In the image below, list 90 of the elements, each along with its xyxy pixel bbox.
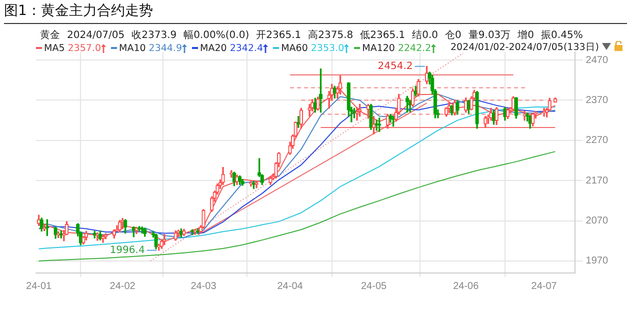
candlestick [316, 96, 320, 111]
annotation: 2353.0 [310, 42, 344, 54]
candlestick [249, 181, 253, 187]
text: 幅0.00%(0.0) [184, 30, 250, 41]
candlestick [238, 175, 242, 185]
candlestick [174, 230, 178, 241]
annotation: 2454.2 [378, 60, 413, 72]
y-tick-label: 2170 [586, 175, 608, 186]
text: 低2365.1 [360, 30, 406, 41]
candlestick [391, 116, 396, 127]
candlestick [522, 110, 526, 121]
candlestick [202, 209, 206, 229]
x-tick-label: 24-02 [110, 280, 136, 292]
candlestick [484, 116, 488, 128]
candlestick [366, 104, 370, 119]
legend-label: MA10 [119, 42, 146, 54]
chart-title: 图1：黄金主力合约走势 [4, 2, 627, 24]
text: 振0.45% [541, 30, 583, 41]
annotation: 2357.0 [68, 42, 101, 54]
candlestick [531, 112, 535, 126]
candlestick [388, 114, 392, 123]
text: 仓0 [445, 30, 462, 41]
candlestick [179, 228, 183, 238]
annotation: 2344.9 [148, 42, 182, 54]
text: 黄金 [40, 30, 60, 41]
text: 增0 [518, 30, 534, 41]
candlestick [230, 170, 234, 178]
text: 2024/07/05 [67, 30, 125, 41]
legend-label: MA5 [44, 42, 65, 54]
text: 收2373.9 [132, 30, 177, 41]
candlestick [143, 228, 147, 237]
candlestick [408, 100, 412, 112]
x-tick-label: 24-06 [453, 280, 480, 292]
candlestick [542, 108, 546, 117]
candlestick [123, 219, 128, 234]
x-tick-label: 24-03 [190, 280, 217, 292]
text: 开2365.1 [256, 30, 302, 41]
y-tick-label: 2470 [586, 54, 608, 66]
candlestick [120, 218, 124, 230]
y-tick-label: 2070 [586, 216, 608, 227]
legend-label: MA60 [281, 42, 308, 54]
candlestick [338, 75, 342, 95]
candlestick [332, 86, 337, 99]
candlestick [318, 68, 323, 113]
x-tick-label: 24-05 [360, 280, 387, 292]
candlestick [386, 114, 390, 129]
legend-label: MA120 [362, 42, 395, 54]
candlestick [268, 176, 272, 185]
candlestick [54, 226, 58, 239]
candlestick [221, 166, 225, 185]
candlestick [182, 228, 186, 236]
text: 量9.03万 [468, 30, 511, 41]
y-tick-label: 1970 [586, 256, 608, 267]
candlestick [374, 120, 378, 131]
candlestick [411, 88, 415, 107]
candlestick [240, 179, 244, 186]
candlestick [118, 220, 122, 232]
candlestick [101, 234, 105, 243]
candlestick [154, 234, 158, 250]
candlestick [506, 108, 510, 120]
candlestick [372, 116, 376, 134]
candlestick [112, 229, 116, 238]
legend-label: MA20 [200, 42, 227, 54]
candlestick [456, 100, 460, 115]
candlestick [414, 86, 418, 97]
y-tick-label: 2370 [586, 94, 608, 106]
candlestick [36, 214, 41, 226]
candlestick [514, 97, 518, 119]
candlestick [355, 107, 359, 121]
x-tick-label: 24-04 [277, 280, 304, 292]
x-tick-label: 24-07 [531, 280, 558, 292]
text: 高2375.8 [308, 30, 354, 41]
candlestick [98, 230, 102, 240]
annotation: 2024/01/02-2024/07/05(133日) [450, 41, 599, 54]
candlestick [369, 104, 373, 130]
annotation: 2342.4 [230, 42, 264, 54]
text: 结0.0 [412, 30, 438, 41]
y-tick-label: 2270 [586, 135, 608, 146]
candlestick [475, 91, 479, 129]
candlestick [140, 226, 144, 234]
candlestick [416, 78, 420, 97]
candlestick [59, 230, 63, 238]
candlestick [358, 104, 362, 117]
annotation: 1996.4 [110, 244, 145, 256]
x-tick-label: 24-01 [26, 280, 52, 292]
candlestick [254, 180, 258, 188]
annotation: 2242.2 [398, 42, 432, 54]
candlestick [45, 219, 49, 236]
candlestick [40, 218, 44, 232]
candlestick [134, 226, 138, 234]
